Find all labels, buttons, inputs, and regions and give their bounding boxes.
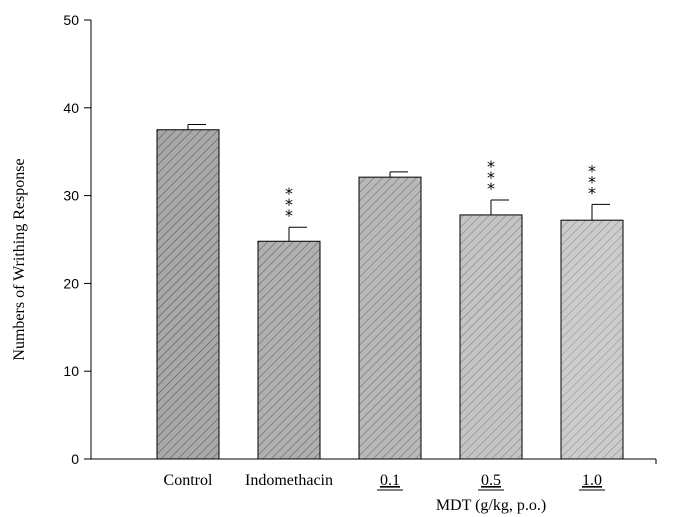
x-axis: Control Indomethacin 0.1 0.5 1.0 [91, 458, 657, 491]
bar-hatch-4 [560, 219, 624, 460]
x-category-label: Indomethacin [245, 472, 333, 489]
significance-marker-3: * * * [487, 157, 495, 198]
bar-hatch-1 [257, 240, 321, 460]
y-axis: 0 10 20 30 40 50 [63, 12, 92, 467]
x-category-label: Control [164, 472, 213, 489]
bars: * * * * * * * * * [156, 123, 624, 460]
x-category-label: 0.1 [380, 472, 400, 489]
y-axis-title: Numbers of Writhing Response [11, 158, 28, 360]
x-category-label: 0.5 [481, 472, 501, 489]
y-tick-label: 40 [63, 100, 79, 116]
bar-hatch-3 [459, 214, 523, 460]
y-tick-label: 20 [63, 275, 79, 291]
x-axis-title: MDT (g/kg, p.o.) [436, 497, 546, 514]
significance-marker-1: * * * [285, 184, 293, 225]
y-tick-label: 50 [63, 12, 79, 28]
x-category-label: 1.0 [582, 472, 602, 489]
bar-hatch-0 [156, 129, 220, 460]
bar-hatch-2 [358, 176, 422, 460]
y-tick-label: 0 [71, 451, 79, 467]
y-tick-label: 30 [63, 188, 79, 204]
significance-marker-4: * * * [588, 161, 596, 202]
y-tick-label: 10 [63, 363, 79, 379]
